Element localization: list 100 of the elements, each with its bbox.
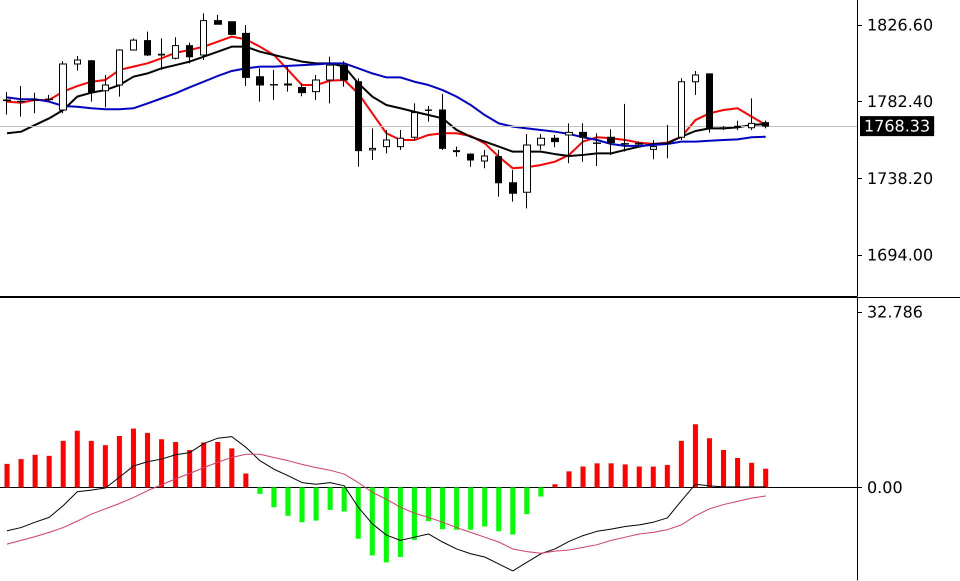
bar bbox=[594, 463, 600, 488]
bar bbox=[454, 487, 460, 530]
candlestick bbox=[495, 149, 502, 198]
candlestick bbox=[383, 129, 390, 154]
bar bbox=[130, 428, 136, 488]
candlestick bbox=[228, 21, 236, 36]
bar bbox=[510, 487, 516, 535]
bar bbox=[398, 487, 403, 557]
candlestick bbox=[116, 48, 123, 98]
bar bbox=[622, 464, 628, 488]
bar bbox=[159, 439, 164, 488]
candlestick bbox=[102, 74, 109, 108]
bar bbox=[496, 487, 502, 532]
bar bbox=[243, 474, 248, 488]
candlestick bbox=[172, 36, 179, 60]
bar bbox=[440, 487, 446, 530]
bar bbox=[384, 487, 389, 562]
candlestick bbox=[45, 94, 53, 102]
bar bbox=[468, 487, 474, 530]
candlestick bbox=[312, 74, 320, 100]
bar bbox=[314, 487, 319, 521]
bar bbox=[650, 466, 656, 488]
bar bbox=[538, 487, 544, 497]
candlestick bbox=[551, 134, 559, 148]
bar bbox=[524, 487, 530, 514]
candlestick bbox=[635, 141, 643, 148]
y-tick-label: 1738.20 bbox=[867, 168, 934, 188]
candlestick bbox=[748, 98, 755, 130]
bar bbox=[271, 487, 276, 508]
ref-line-label: 1768.33 bbox=[864, 116, 930, 136]
candlestick bbox=[509, 170, 517, 202]
bar bbox=[173, 442, 178, 488]
candlestick bbox=[326, 56, 334, 104]
bar bbox=[763, 468, 768, 488]
y-tick-label: 1694.00 bbox=[867, 246, 934, 265]
bar bbox=[356, 487, 361, 539]
candlestick bbox=[481, 149, 488, 169]
bar bbox=[229, 448, 234, 488]
bar bbox=[608, 463, 614, 488]
candlestick bbox=[340, 60, 348, 88]
candlestick bbox=[270, 69, 278, 100]
bar bbox=[552, 484, 558, 488]
candlestick bbox=[284, 66, 292, 92]
candlestick bbox=[369, 128, 376, 160]
bar bbox=[74, 430, 80, 488]
candlestick bbox=[720, 125, 727, 130]
bar bbox=[580, 466, 586, 488]
candlestick bbox=[31, 92, 39, 114]
candlestick bbox=[411, 102, 418, 141]
candlestick bbox=[17, 86, 25, 118]
bar bbox=[749, 462, 754, 488]
candlestick bbox=[130, 38, 137, 52]
bar bbox=[88, 440, 94, 488]
bar bbox=[145, 432, 150, 488]
candlestick bbox=[678, 78, 685, 141]
bar bbox=[482, 487, 488, 526]
candlestick bbox=[692, 70, 699, 96]
bar bbox=[4, 464, 10, 488]
bar bbox=[187, 450, 192, 488]
bar bbox=[412, 487, 417, 540]
bar bbox=[286, 487, 291, 516]
bar bbox=[60, 440, 66, 488]
bar bbox=[215, 442, 220, 488]
candlestick bbox=[467, 152, 474, 168]
bar bbox=[342, 487, 347, 512]
bar bbox=[735, 458, 740, 488]
candlestick bbox=[3, 91, 11, 116]
candlestick bbox=[439, 94, 446, 150]
candlestick bbox=[298, 82, 306, 97]
y-tick-label: 32.786 bbox=[867, 302, 923, 322]
candlestick bbox=[425, 106, 432, 122]
bar bbox=[18, 459, 24, 488]
line-series bbox=[6, 454, 766, 554]
bar bbox=[102, 445, 108, 488]
y-tick-label: 1826.60 bbox=[867, 15, 934, 34]
bar bbox=[678, 440, 684, 488]
candlestick bbox=[144, 31, 151, 57]
candlestick bbox=[256, 68, 264, 102]
y-tick-label: 0.00 bbox=[867, 478, 903, 497]
candlestick bbox=[621, 103, 629, 152]
candlestick bbox=[88, 60, 95, 102]
bar bbox=[721, 450, 726, 488]
bar bbox=[426, 487, 431, 522]
bar bbox=[636, 466, 642, 488]
bar bbox=[370, 487, 375, 556]
candlestick bbox=[453, 146, 460, 158]
bar bbox=[116, 436, 122, 488]
candlestick bbox=[397, 129, 404, 150]
candlestick bbox=[734, 120, 741, 130]
candlestick bbox=[74, 56, 81, 72]
bar bbox=[664, 464, 670, 488]
bar bbox=[46, 456, 52, 488]
bar bbox=[201, 442, 206, 488]
bar bbox=[566, 471, 572, 488]
candlestick bbox=[59, 60, 67, 114]
candlestick bbox=[214, 14, 222, 25]
bar bbox=[257, 487, 262, 494]
candlestick bbox=[537, 133, 545, 150]
bar bbox=[328, 487, 333, 510]
bar bbox=[32, 454, 38, 488]
